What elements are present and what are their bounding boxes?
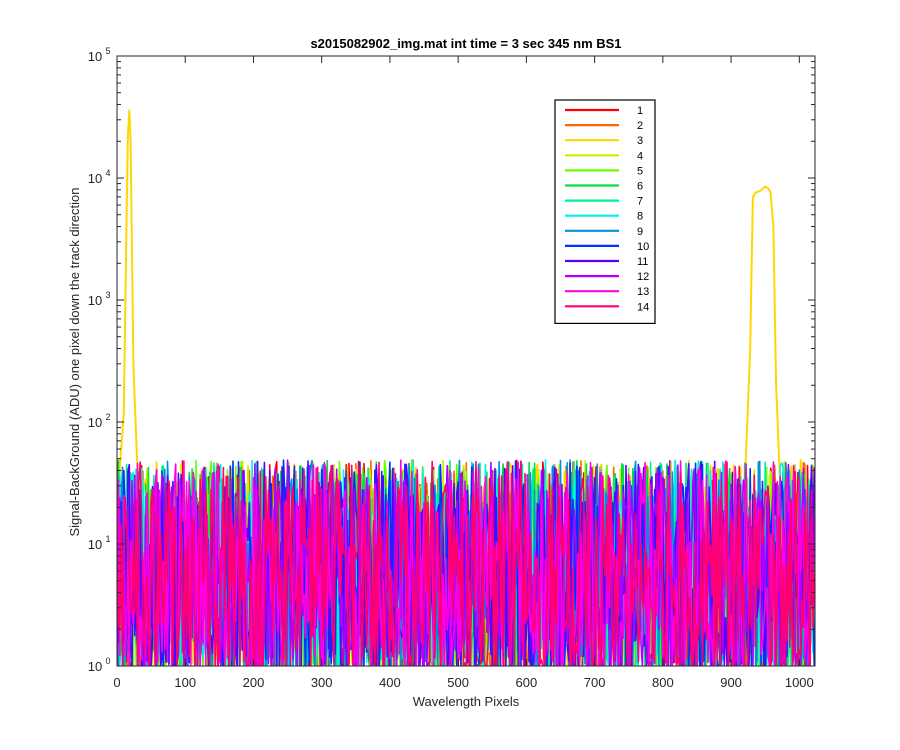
legend-label: 13 [637,286,649,298]
chart-title: s2015082902_img.mat int time = 3 sec 345… [310,36,621,51]
y-tick-label: 10 [88,293,102,308]
y-tick-exponent: 1 [105,534,110,544]
legend-label: 11 [637,256,648,268]
x-tick-label: 600 [516,675,538,690]
legend-label: 9 [637,226,643,238]
x-axis-title: Wavelength Pixels [413,694,520,709]
axes-box [116,55,816,667]
x-tick-label: 100 [174,675,196,690]
y-tick-label: 10 [88,537,102,552]
legend-label: 3 [637,135,643,147]
legend-label: 6 [637,181,643,193]
y-tick-label: 10 [88,659,102,674]
x-tick-label: 500 [447,675,469,690]
y-axis-title: Signal-BackGround (ADU) one pixel down t… [67,187,82,536]
y-tick-label: 10 [88,49,102,64]
x-tick-label: 400 [379,675,401,690]
y-tick-exponent: 3 [105,290,110,300]
y-tick-exponent: 4 [105,168,110,178]
legend-label: 12 [637,271,649,283]
y-tick-exponent: 2 [105,412,110,422]
x-tick-label: 900 [720,675,742,690]
legend-box [554,99,656,324]
legend-label: 1 [637,105,643,117]
x-tick-label: 200 [243,675,265,690]
series-line-14 [117,460,815,666]
x-tick-label: 800 [652,675,674,690]
y-tick-label: 10 [88,415,102,430]
x-tick-label: 1000 [785,675,814,690]
x-tick-label: 300 [311,675,333,690]
y-tick-exponent: 5 [105,46,110,56]
legend-label: 8 [637,211,643,223]
legend-label: 2 [637,120,643,132]
x-tick-label: 0 [113,675,120,690]
y-tick-exponent: 0 [105,656,110,666]
legend-label: 7 [637,196,643,208]
legend-label: 14 [637,301,649,313]
legend-label: 10 [637,241,649,253]
legend-label: 4 [637,150,643,162]
y-tick-label: 10 [88,171,102,186]
legend-label: 5 [637,165,643,177]
x-tick-label: 700 [584,675,606,690]
